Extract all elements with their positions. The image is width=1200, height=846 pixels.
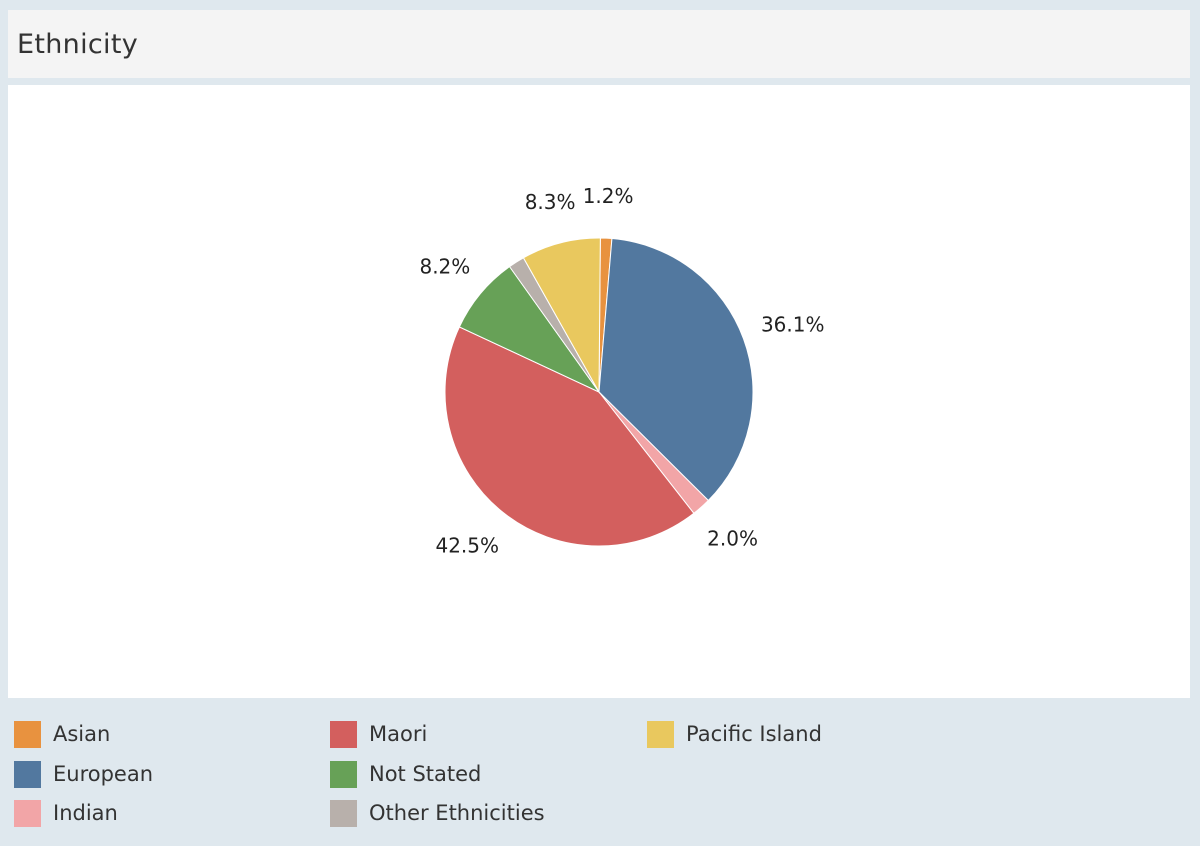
legend-item-not-stated[interactable]: Not Stated: [330, 760, 481, 788]
chart-title: Ethnicity: [17, 29, 138, 60]
legend-label: Maori: [369, 722, 428, 746]
legend-label: Not Stated: [369, 762, 482, 786]
slice-label-maori: 42.5%: [435, 533, 499, 557]
slice-label-pacific-island: 8.3%: [525, 190, 576, 214]
legend-item-other-ethnicities[interactable]: Other Ethnicities: [330, 799, 545, 827]
legend-item-asian[interactable]: Asian: [14, 720, 110, 748]
pie-slice-maori[interactable]: [444, 326, 695, 547]
legend-item-pacific-island[interactable]: Pacific Island: [647, 720, 822, 748]
legend-swatch: [330, 760, 357, 788]
slice-label-not-stated: 8.2%: [419, 255, 470, 279]
slice-label-indian: 2.0%: [707, 527, 758, 551]
legend-label: Other Ethnicities: [369, 801, 545, 825]
legend-item-maori[interactable]: Maori: [330, 720, 427, 748]
pie-slice-european[interactable]: [598, 238, 754, 502]
legend-label: Asian: [53, 722, 111, 746]
slice-label-asian: 1.2%: [583, 184, 634, 208]
pie-slice-pacific-island[interactable]: [522, 237, 601, 394]
legend-label: Pacific Island: [686, 722, 822, 746]
pie-chart: 1.2% 36.1% 2.0% 42.5% 8.2% 8.3%: [419, 184, 825, 557]
title-bar: Ethnicity: [8, 10, 1190, 78]
legend-label: Indian: [53, 801, 118, 825]
legend-item-european[interactable]: European: [14, 760, 153, 788]
legend-swatch: [330, 720, 357, 748]
legend-item-indian[interactable]: Indian: [14, 799, 118, 827]
legend-swatch: [14, 720, 41, 748]
legend-swatch: [330, 799, 357, 827]
chart-panel: 1.2% 36.1% 2.0% 42.5% 8.2% 8.3%: [8, 85, 1190, 698]
legend: Asian European Indian Maori Not Stated Other …: [0, 700, 1200, 846]
legend-label: European: [53, 762, 154, 786]
legend-swatch: [647, 720, 674, 748]
legend-swatch: [14, 799, 41, 827]
legend-swatch: [14, 760, 41, 788]
slice-label-european: 36.1%: [761, 312, 825, 336]
